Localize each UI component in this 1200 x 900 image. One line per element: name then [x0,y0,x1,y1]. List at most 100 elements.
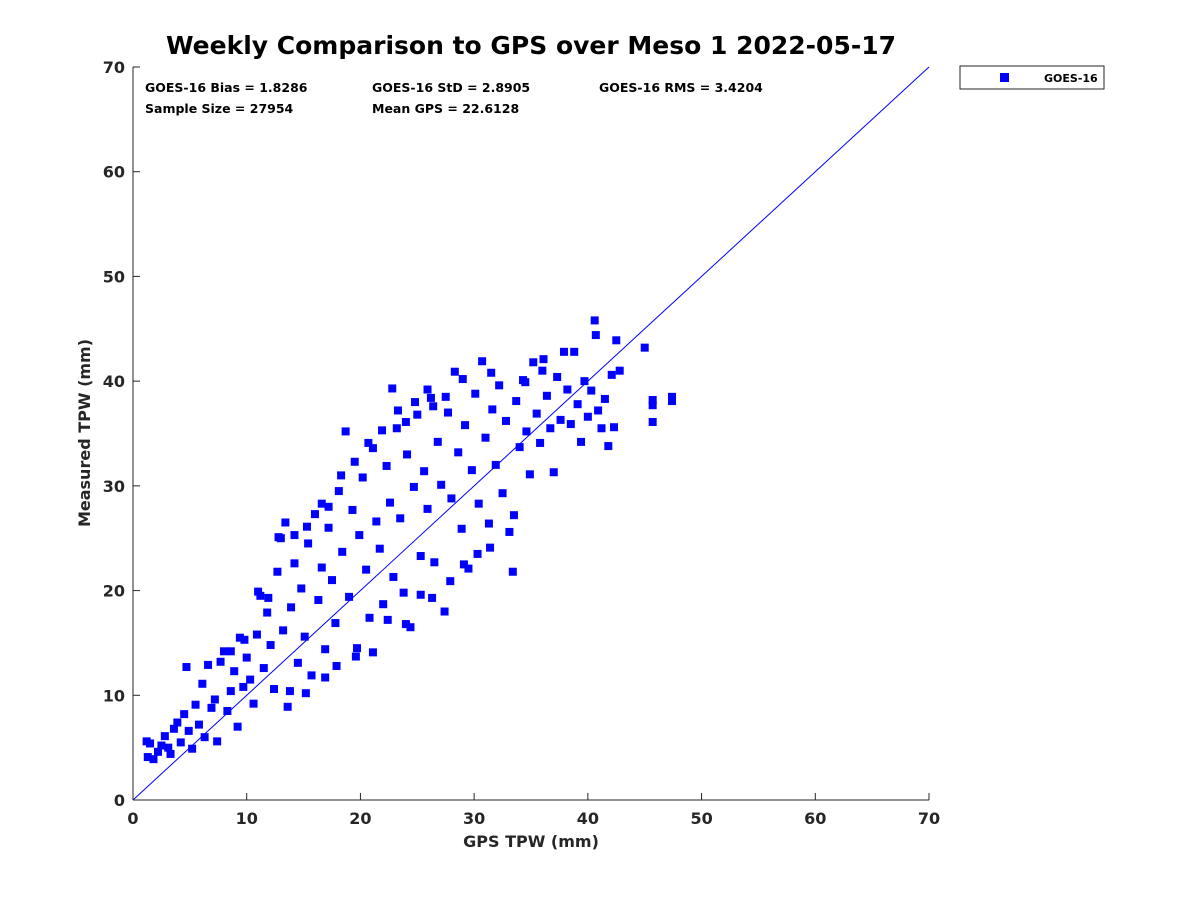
data-point [301,689,310,698]
data-point [640,343,649,352]
data-point [334,487,343,496]
data-point [273,567,282,576]
data-point [538,366,547,375]
data-point [411,398,420,407]
data-point [409,482,418,491]
x-tick-label: 50 [690,809,712,828]
data-point [348,505,357,514]
data-point [375,544,384,553]
data-point [457,524,466,533]
data-point [392,424,401,433]
data-point [290,531,299,540]
data-point [393,406,402,415]
data-point [216,657,225,666]
data-point [553,372,562,381]
data-point [341,427,350,436]
data-point [310,510,319,519]
data-point [166,749,175,758]
data-point [447,494,456,503]
data-point [403,450,412,459]
data-point [573,400,582,409]
data-point [358,473,367,482]
x-tick-label: 0 [127,809,138,828]
data-point [230,667,239,676]
data-point [521,378,530,387]
data-point [362,565,371,574]
data-point [324,502,333,511]
data-point [401,620,410,629]
x-tick-label: 30 [463,809,485,828]
data-point [525,470,534,479]
data-point [446,577,455,586]
data-point [246,675,255,684]
data-point [389,572,398,581]
data-point [160,732,169,741]
stat-mean-gps: Mean GPS = 22.6128 [372,101,519,116]
y-tick-label: 70 [103,58,125,77]
data-point [668,392,677,401]
data-point [240,635,249,644]
data-point [505,527,514,536]
data-point [182,663,191,672]
data-point [396,514,405,523]
data-point [259,664,268,673]
data-point [570,347,579,356]
data-point [379,600,388,609]
data-point [235,633,244,642]
data-point [450,367,459,376]
data-point [180,710,189,719]
data-point [399,588,408,597]
data-point [204,660,213,669]
legend-label: GOES-16 [1044,72,1098,85]
data-point [164,743,173,752]
data-point [368,648,377,657]
data-point [176,738,185,747]
data-point [501,416,510,425]
legend: GOES-16 [959,65,1105,90]
data-point [317,563,326,572]
data-point [488,405,497,414]
data-point [668,397,677,406]
data-point [233,722,242,731]
data-point [249,699,258,708]
data-point [610,423,619,432]
data-point [279,626,288,635]
y-tick-label: 40 [103,372,125,391]
y-tick-label: 10 [103,686,125,705]
data-point [556,415,565,424]
y-axis-label: Measured TPW (mm) [75,339,94,527]
data-point [473,549,482,558]
data-point [198,679,207,688]
data-point [317,499,326,508]
data-point [536,438,545,447]
data-point [441,392,450,401]
data-point [300,632,309,641]
x-tick-label: 20 [349,809,371,828]
data-point [219,647,228,656]
data-point [443,408,452,417]
data-point [559,347,568,356]
data-point [146,739,155,748]
data-point [345,592,354,601]
data-point [413,410,422,419]
data-point [440,607,449,616]
data-point [566,420,575,429]
data-point [378,426,387,435]
data-point [239,682,248,691]
data-point [648,395,657,404]
data-point [577,437,586,446]
data-point [459,560,468,569]
data-point [353,644,362,653]
data-point [615,366,624,375]
data-point [226,687,235,696]
data-point [522,427,531,436]
data-point [302,522,311,531]
data-point [383,615,392,624]
data-point [194,720,203,729]
data-point [355,531,364,540]
data-point [406,623,415,632]
data-point [307,671,316,680]
data-point [486,543,495,552]
data-point [612,336,621,345]
